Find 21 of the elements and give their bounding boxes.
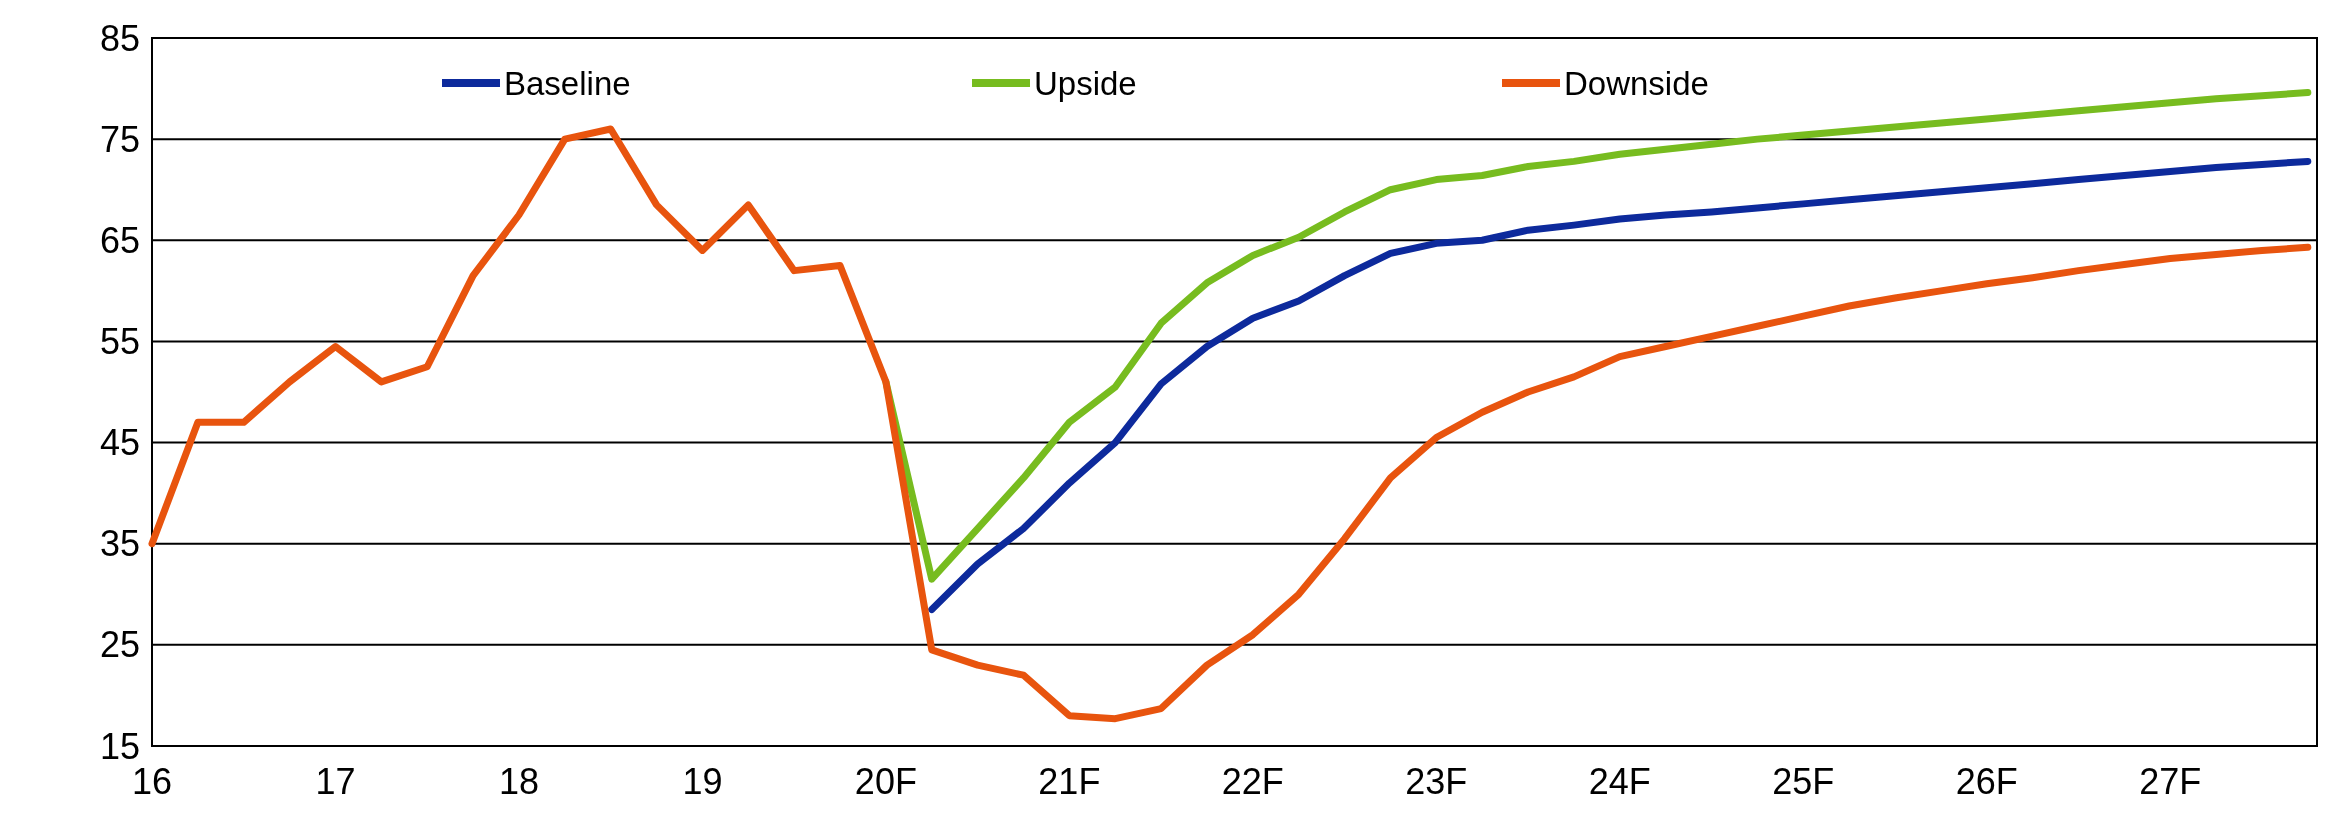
x-tick-label: 19 <box>682 761 723 802</box>
x-tick-label: 25F <box>1772 761 1835 802</box>
x-tick-label: 20F <box>854 761 917 802</box>
x-tick-label: 18 <box>498 761 539 802</box>
x-tick-label: 22F <box>1221 761 1284 802</box>
y-tick-label: 85 <box>99 17 140 59</box>
x-tick-label: 24F <box>1588 761 1651 802</box>
x-tick-label: 23F <box>1405 761 1468 802</box>
legend-label: Upside <box>1034 64 1137 102</box>
y-tick-label: 55 <box>99 321 140 363</box>
y-tick-label: 75 <box>99 118 140 160</box>
x-tick-label: 27F <box>2139 761 2202 802</box>
x-tick-label: 17 <box>315 761 356 802</box>
y-tick-label: 35 <box>99 523 140 565</box>
y-tick-label: 25 <box>99 624 140 666</box>
x-tick-label: 21F <box>1038 761 1101 802</box>
y-tick-label: 65 <box>99 219 140 261</box>
y-tick-label: 45 <box>99 422 140 464</box>
legend-label: Baseline <box>504 64 631 102</box>
legend-label: Downside <box>1564 64 1709 102</box>
x-tick-label: 26F <box>1955 761 2018 802</box>
